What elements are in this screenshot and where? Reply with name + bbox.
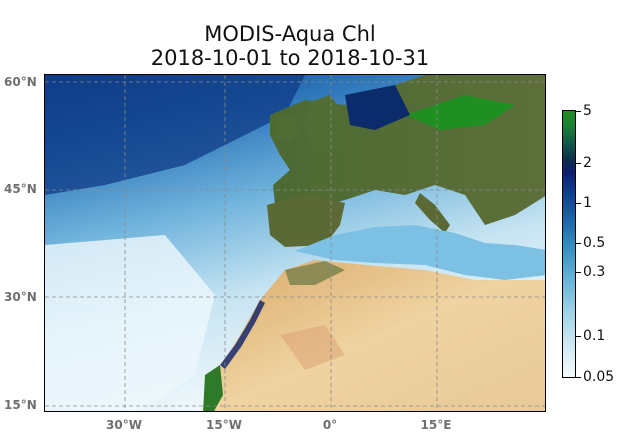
colorbar-tick [576, 272, 581, 273]
lon-label-30w: 30°W [106, 418, 142, 432]
lat-label-60n: 60°N [4, 75, 37, 89]
italy [415, 193, 450, 233]
ireland [275, 113, 301, 145]
lat-label-45n: 45°N [4, 182, 37, 196]
northern-dark-water [45, 75, 305, 195]
british-isles [305, 95, 345, 155]
colorbar [562, 110, 576, 378]
colorbar-tick [576, 203, 581, 204]
open-ocean-bright-patch [45, 235, 215, 411]
mediterranean-sea [295, 225, 545, 280]
lat-label-15n: 15°N [4, 398, 37, 412]
baltic-sea [405, 95, 515, 130]
lat-label-30n: 30°N [4, 290, 37, 304]
lon-label-0: 0° [322, 418, 338, 432]
red-sands [280, 325, 345, 370]
colorbar-label-1: 1 [583, 195, 592, 211]
lon-label-15w: 15°W [206, 418, 242, 432]
colorbar-label-0-1: 0.1 [583, 328, 606, 344]
map-title: MODIS-Aqua Chl 2018-10-01 to 2018-10-31 [130, 22, 450, 70]
west-africa-green [203, 365, 223, 411]
colorbar-label-0-3: 0.3 [583, 264, 606, 280]
colorbar-tick [576, 336, 581, 337]
title-line-2: 2018-10-01 to 2018-10-31 [150, 46, 430, 70]
colorbar-label-2: 2 [583, 155, 592, 171]
map-canvas [45, 75, 545, 411]
colorbar-label-0-5: 0.5 [583, 235, 606, 251]
coastal-upwelling [220, 300, 265, 369]
lon-label-15e: 15°E [420, 418, 452, 432]
atlas-region [285, 261, 345, 285]
graticule [45, 75, 545, 411]
colorbar-label-0-05: 0.05 [583, 369, 615, 385]
colorbar-label-5: 5 [583, 103, 592, 119]
north-africa [205, 260, 545, 411]
colorbar-tick [576, 163, 581, 164]
chlorophyll-map [44, 74, 546, 412]
colorbar-tick [576, 243, 581, 244]
colorbar-tick [576, 111, 581, 112]
title-line-1: MODIS-Aqua Chl [204, 22, 376, 46]
iberian-peninsula [267, 195, 345, 247]
colorbar-tick [576, 377, 581, 378]
north-sea [345, 85, 410, 130]
